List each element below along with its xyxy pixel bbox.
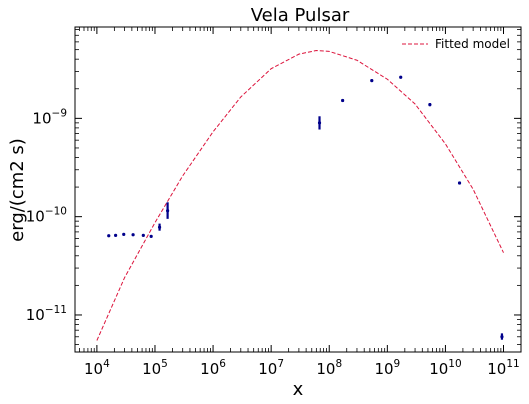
data-point [428,103,432,107]
data-marker [141,233,145,237]
data-point [114,233,118,237]
x-axis-label: x [293,379,304,400]
data-point [500,333,504,340]
data-marker [107,234,111,238]
x-tick-label: 109 [374,358,400,378]
plot-frame [74,26,522,353]
data-marker [122,232,126,237]
data-marker [317,121,322,125]
data-marker [457,181,462,185]
data-marker [149,234,153,238]
data-point [399,75,403,79]
x-tick-label: 1010 [429,358,461,378]
data-point [149,234,153,238]
data-point [341,98,345,103]
x-tick-label: 108 [316,358,342,378]
data-marker [114,233,118,237]
x-tick-label: 1011 [487,358,519,378]
y-tick-label: 10−9 [32,107,67,127]
data-point [166,202,170,219]
x-tick-label: 107 [258,358,284,378]
data-point [122,232,126,237]
data-marker [500,335,504,339]
data-point [317,116,322,130]
data-marker [131,233,135,237]
y-axis-label: erg/(cm2 s) [7,138,28,242]
data-marker [370,79,374,83]
y-tick-label: 10−11 [26,304,67,324]
x-tick-label: 105 [142,358,168,378]
x-tick-label: 106 [200,358,226,378]
data-point [370,79,374,83]
data-point [157,223,162,231]
data-marker [157,225,162,229]
y-tick-label: 10−10 [26,206,67,226]
legend-label-fitted-model: Fitted model [435,37,510,51]
legend: Fitted model [402,37,510,51]
data-marker [341,98,345,103]
data-point [457,181,462,185]
data-point [141,233,145,237]
data-marker [428,103,432,107]
data-marker [399,75,403,79]
chart-title: Vela Pulsar [251,5,350,26]
x-tick-label: 104 [84,358,110,378]
fitted-model-line [96,50,504,341]
data-point [107,234,111,238]
data-point [131,233,135,237]
data-marker [166,209,170,213]
